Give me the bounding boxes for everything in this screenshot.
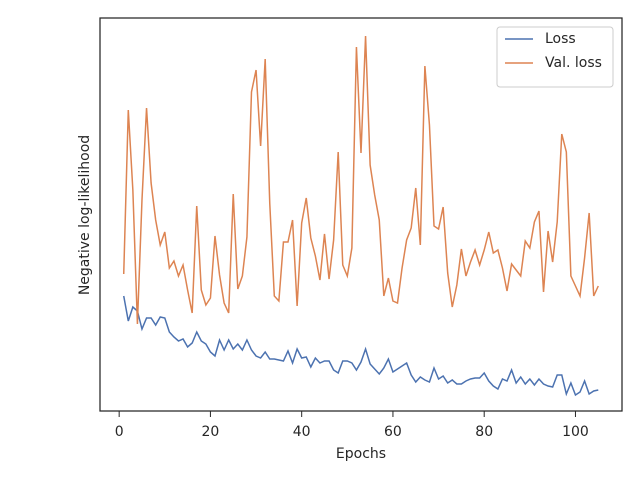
x-axis-label: Epochs xyxy=(336,446,386,462)
legend-label: Val. loss xyxy=(545,55,602,71)
x-tick-label: 20 xyxy=(202,424,220,440)
legend-label: Loss xyxy=(545,31,576,47)
line-series xyxy=(122,295,599,397)
y-axis-label: Negative log-likelihood xyxy=(77,135,93,295)
x-tick-label: 100 xyxy=(562,424,589,440)
x-tick-label: 40 xyxy=(293,424,311,440)
legend-box xyxy=(496,26,614,88)
x-tick-label: 60 xyxy=(384,424,402,440)
plot-frame xyxy=(99,17,623,412)
line-series xyxy=(122,35,599,325)
x-tick-label: 80 xyxy=(475,424,493,440)
x-tick-label: 0 xyxy=(115,424,124,440)
